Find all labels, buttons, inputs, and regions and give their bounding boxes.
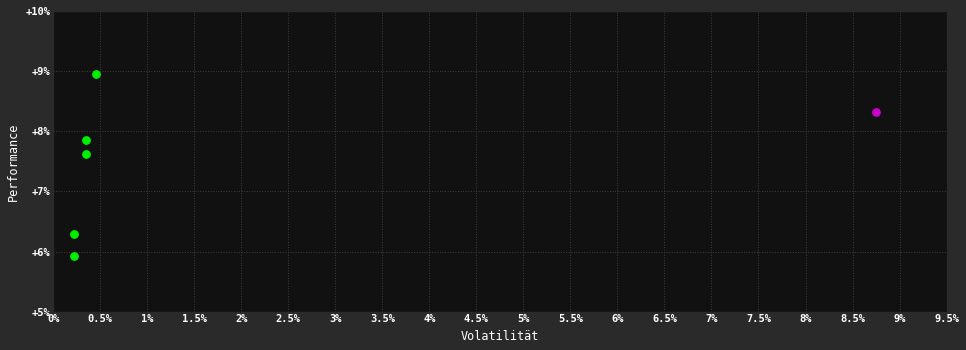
Point: [88, 71, 103, 77]
Point: [868, 109, 884, 115]
Y-axis label: Performance: Performance: [7, 122, 20, 201]
Point: [67, 254, 82, 259]
X-axis label: Volatilität: Volatilität: [461, 330, 539, 343]
Point: [78, 151, 94, 157]
Point: [67, 231, 82, 236]
Point: [78, 138, 94, 143]
